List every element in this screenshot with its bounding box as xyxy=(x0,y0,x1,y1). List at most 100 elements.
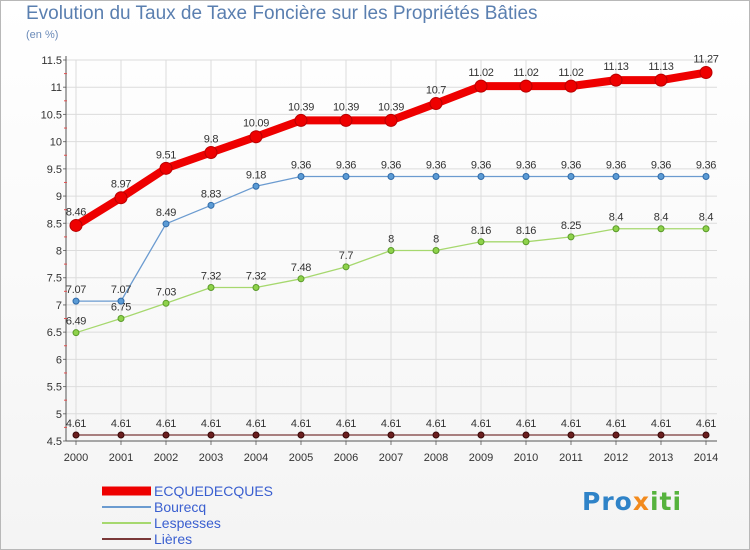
data-label: 7.7 xyxy=(339,250,354,262)
y-tick-label: 11 xyxy=(51,82,62,94)
data-label: 10.09 xyxy=(243,118,269,130)
data-label: 9.36 xyxy=(561,159,581,171)
data-point xyxy=(207,431,215,439)
data-point xyxy=(252,182,260,190)
y-tick-label: 10.5 xyxy=(41,109,62,121)
y-tick-label: 11.5 xyxy=(41,55,62,67)
data-point xyxy=(72,297,80,305)
y-tick-label: 9 xyxy=(56,191,62,203)
data-label: 10.39 xyxy=(288,101,314,113)
data-point xyxy=(297,275,305,283)
data-label: 7.32 xyxy=(246,271,266,283)
data-label: 4.61 xyxy=(696,418,716,430)
data-point xyxy=(117,297,125,305)
data-point xyxy=(72,329,80,337)
data-point xyxy=(612,225,620,233)
data-point xyxy=(702,172,710,180)
data-point xyxy=(477,431,485,439)
x-tick-label: 2011 xyxy=(559,452,583,464)
data-label: 7.03 xyxy=(156,286,176,298)
data-point xyxy=(657,225,665,233)
data-label: 6.49 xyxy=(66,316,86,328)
data-point xyxy=(432,431,440,439)
data-point xyxy=(72,431,80,439)
data-point xyxy=(387,172,395,180)
series-lières: 4.61 4.61 4.61 4.61 4.61 4.61 4.61 4.61 4.61 4.61… xyxy=(66,418,717,439)
data-label: 10.39 xyxy=(333,101,359,113)
legend-label: ECQUEDECQUES xyxy=(154,483,273,499)
data-point xyxy=(159,161,173,175)
data-label: 4.61 xyxy=(246,418,266,430)
data-label: 4.61 xyxy=(426,418,446,430)
data-point xyxy=(609,73,623,87)
data-label: 9.51 xyxy=(156,149,176,161)
data-point xyxy=(567,233,575,241)
data-point xyxy=(657,431,665,439)
y-tick-label: 8 xyxy=(56,246,62,258)
data-label: 11.27 xyxy=(693,54,718,66)
data-point xyxy=(207,284,215,292)
data-label: 9.36 xyxy=(291,159,311,171)
data-point xyxy=(342,172,350,180)
data-label: 4.61 xyxy=(381,418,401,430)
data-label: 7.07 xyxy=(111,284,131,296)
data-label: 8 xyxy=(433,234,439,246)
data-label: 4.61 xyxy=(606,418,626,430)
data-label: 10.39 xyxy=(378,101,404,113)
data-point xyxy=(162,431,170,439)
y-tick-label: 6.5 xyxy=(47,327,62,339)
data-point xyxy=(657,172,665,180)
data-label: 8.49 xyxy=(156,207,176,219)
data-point xyxy=(249,130,263,144)
y-tick-label: 5.5 xyxy=(47,382,62,394)
data-label: 8 xyxy=(388,234,394,246)
data-point xyxy=(654,73,668,87)
legend-label: Bourecq xyxy=(154,499,206,515)
data-label: 8.4 xyxy=(699,212,714,224)
data-label: 4.61 xyxy=(291,418,311,430)
y-tick-label: 7.5 xyxy=(47,273,62,285)
data-label: 9.18 xyxy=(246,169,266,181)
legend-label: Lières xyxy=(154,531,192,547)
data-point xyxy=(162,220,170,228)
data-point xyxy=(117,315,125,323)
data-label: 11.02 xyxy=(513,67,538,79)
data-point xyxy=(474,79,488,93)
data-point xyxy=(162,299,170,307)
x-tick-label: 2005 xyxy=(289,452,313,464)
data-point xyxy=(522,238,530,246)
y-tick-label: 5 xyxy=(56,409,62,421)
data-label: 7.07 xyxy=(66,284,86,296)
data-point xyxy=(522,172,530,180)
data-label: 7.32 xyxy=(201,271,221,283)
x-tick-label: 2008 xyxy=(424,452,448,464)
y-tick-label: 7 xyxy=(56,300,62,312)
data-point xyxy=(207,201,215,209)
data-point xyxy=(432,247,440,254)
y-tick-label: 4.5 xyxy=(47,436,62,448)
data-label: 9.36 xyxy=(471,159,491,171)
data-label: 11.02 xyxy=(558,67,583,79)
x-tick-label: 2006 xyxy=(334,452,358,464)
y-tick-label: 8.5 xyxy=(47,218,62,230)
data-label: 4.61 xyxy=(111,418,131,430)
data-label: 8.97 xyxy=(111,179,131,191)
x-tick-label: 2004 xyxy=(244,452,268,464)
data-label: 9.36 xyxy=(426,159,446,171)
x-tick-label: 2007 xyxy=(379,452,403,464)
data-label: 4.61 xyxy=(156,418,176,430)
data-label: 4.61 xyxy=(66,418,86,430)
data-label: 11.02 xyxy=(468,67,493,79)
data-label: 7.48 xyxy=(291,262,311,274)
series-ecquedecques: 8.46 8.97 9.51 9.8 10.09 10.39 10.39 10.39 10.7 1… xyxy=(66,54,719,232)
data-label: 11.13 xyxy=(648,61,673,73)
data-point xyxy=(342,263,350,271)
data-point xyxy=(384,113,398,127)
data-label: 9.36 xyxy=(381,159,401,171)
x-tick-label: 2003 xyxy=(199,452,223,464)
data-point xyxy=(612,431,620,439)
data-label: 4.61 xyxy=(201,418,221,430)
